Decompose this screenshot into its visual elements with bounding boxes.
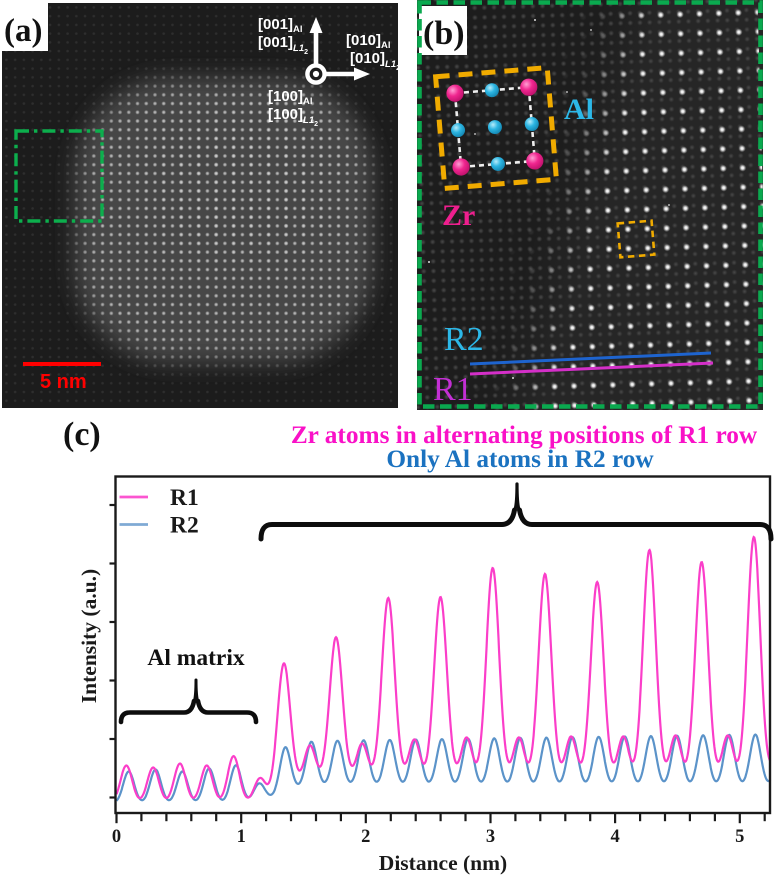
- svg-text:Only Al atoms in R2 row: Only Al atoms in R2 row: [386, 445, 654, 473]
- svg-text:R2: R2: [444, 321, 484, 358]
- svg-text:Zr: Zr: [442, 199, 475, 232]
- svg-text:R2: R2: [170, 513, 199, 539]
- svg-text:(b): (b): [423, 15, 465, 52]
- svg-text:Intensity (a.u.): Intensity (a.u.): [77, 569, 101, 703]
- svg-text:5 nm: 5 nm: [40, 371, 87, 393]
- svg-text:R1: R1: [170, 485, 199, 511]
- svg-text:1: 1: [237, 827, 246, 847]
- svg-text:Al: Al: [564, 93, 594, 126]
- svg-text:2: 2: [361, 827, 370, 847]
- svg-text:R1: R1: [433, 371, 473, 408]
- svg-text:3: 3: [486, 827, 495, 847]
- svg-text:(c): (c): [63, 416, 101, 453]
- svg-text:Al matrix: Al matrix: [147, 645, 244, 671]
- svg-text:5: 5: [735, 827, 744, 847]
- svg-text:[010]Al: [010]Al: [346, 32, 391, 51]
- svg-text:[001]Al: [001]Al: [258, 16, 303, 35]
- svg-text:(a): (a): [4, 13, 42, 49]
- svg-text:[100]Al: [100]Al: [268, 88, 313, 107]
- svg-text:Zr atoms in alternating positi: Zr atoms in alternating positions of R1 …: [291, 421, 758, 449]
- svg-text:0: 0: [112, 827, 121, 847]
- svg-text:Distance (nm): Distance (nm): [379, 851, 507, 875]
- svg-text:4: 4: [610, 827, 619, 847]
